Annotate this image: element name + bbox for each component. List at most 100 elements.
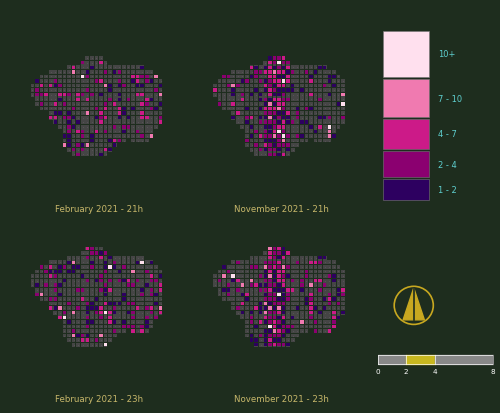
Bar xyxy=(122,66,126,70)
Bar xyxy=(81,89,84,93)
Bar xyxy=(323,121,326,125)
Point xyxy=(288,278,296,284)
Bar xyxy=(245,288,249,292)
Bar xyxy=(76,80,80,84)
Bar xyxy=(314,89,318,93)
Point xyxy=(243,111,251,117)
Point xyxy=(270,246,278,252)
Point xyxy=(261,264,269,271)
Bar xyxy=(150,261,153,264)
Bar xyxy=(286,316,290,319)
Point xyxy=(312,120,320,126)
Bar xyxy=(76,76,80,79)
Bar xyxy=(76,329,80,333)
Bar xyxy=(113,311,116,315)
Bar xyxy=(62,71,66,75)
Point xyxy=(56,314,64,321)
Point xyxy=(248,255,256,261)
Text: November 2021 - 21h: November 2021 - 21h xyxy=(234,204,328,213)
Bar xyxy=(236,279,240,283)
Point xyxy=(84,337,92,344)
Bar xyxy=(245,306,249,310)
Bar xyxy=(94,116,98,120)
Bar xyxy=(122,112,126,116)
Point xyxy=(243,259,251,266)
Point xyxy=(266,310,274,316)
Point xyxy=(280,124,287,131)
Point xyxy=(326,106,334,112)
Bar xyxy=(259,71,262,74)
Point xyxy=(224,78,232,85)
Point xyxy=(116,133,124,140)
Bar xyxy=(118,85,121,88)
Bar xyxy=(131,107,135,111)
Bar xyxy=(245,80,248,83)
Bar xyxy=(132,284,135,287)
Bar xyxy=(259,85,262,88)
Bar xyxy=(272,343,276,347)
Point xyxy=(302,268,310,275)
Bar xyxy=(49,116,52,120)
Bar xyxy=(54,284,57,287)
Bar xyxy=(132,76,135,79)
Bar xyxy=(277,297,281,301)
Bar xyxy=(94,279,98,283)
Point xyxy=(74,319,82,325)
Bar xyxy=(332,325,336,328)
Point xyxy=(120,296,128,302)
Bar xyxy=(44,103,48,107)
Bar xyxy=(99,275,103,278)
Bar xyxy=(94,131,98,134)
Bar xyxy=(68,94,70,97)
Bar xyxy=(86,135,89,138)
Point xyxy=(288,268,296,275)
Bar xyxy=(108,311,112,315)
Bar xyxy=(136,80,140,83)
Point xyxy=(284,74,292,81)
Point xyxy=(248,314,256,321)
Point xyxy=(120,124,128,131)
Point xyxy=(116,115,124,122)
Point xyxy=(84,138,92,145)
Bar xyxy=(296,325,299,328)
Bar xyxy=(227,279,230,283)
Bar xyxy=(227,297,230,301)
Point xyxy=(320,282,328,289)
Point xyxy=(211,278,219,284)
Bar xyxy=(35,270,39,274)
Bar xyxy=(259,80,262,84)
Bar xyxy=(314,130,318,134)
Bar xyxy=(240,103,244,107)
Bar xyxy=(332,284,336,287)
Point xyxy=(70,287,78,293)
Bar xyxy=(58,266,61,269)
Point xyxy=(60,120,68,126)
Point xyxy=(120,133,128,140)
Point xyxy=(294,273,302,280)
Point xyxy=(275,138,283,145)
Bar xyxy=(86,270,89,274)
Point xyxy=(70,264,78,271)
Bar xyxy=(291,103,294,107)
Bar xyxy=(122,85,126,88)
Bar xyxy=(286,89,290,93)
Bar xyxy=(282,334,286,337)
Bar xyxy=(300,66,304,70)
Point xyxy=(60,138,68,145)
Point xyxy=(284,120,292,126)
Bar xyxy=(296,130,299,134)
Bar xyxy=(268,57,272,61)
Bar xyxy=(304,98,308,102)
Bar xyxy=(240,121,244,125)
Bar xyxy=(81,71,84,75)
Bar xyxy=(264,306,267,310)
Bar xyxy=(296,302,299,306)
Point xyxy=(280,305,287,312)
Point xyxy=(143,296,151,302)
Point xyxy=(102,278,110,284)
Bar xyxy=(159,94,162,97)
Point xyxy=(84,301,92,307)
Bar xyxy=(76,279,80,283)
Point xyxy=(92,97,100,103)
Bar xyxy=(118,112,121,116)
